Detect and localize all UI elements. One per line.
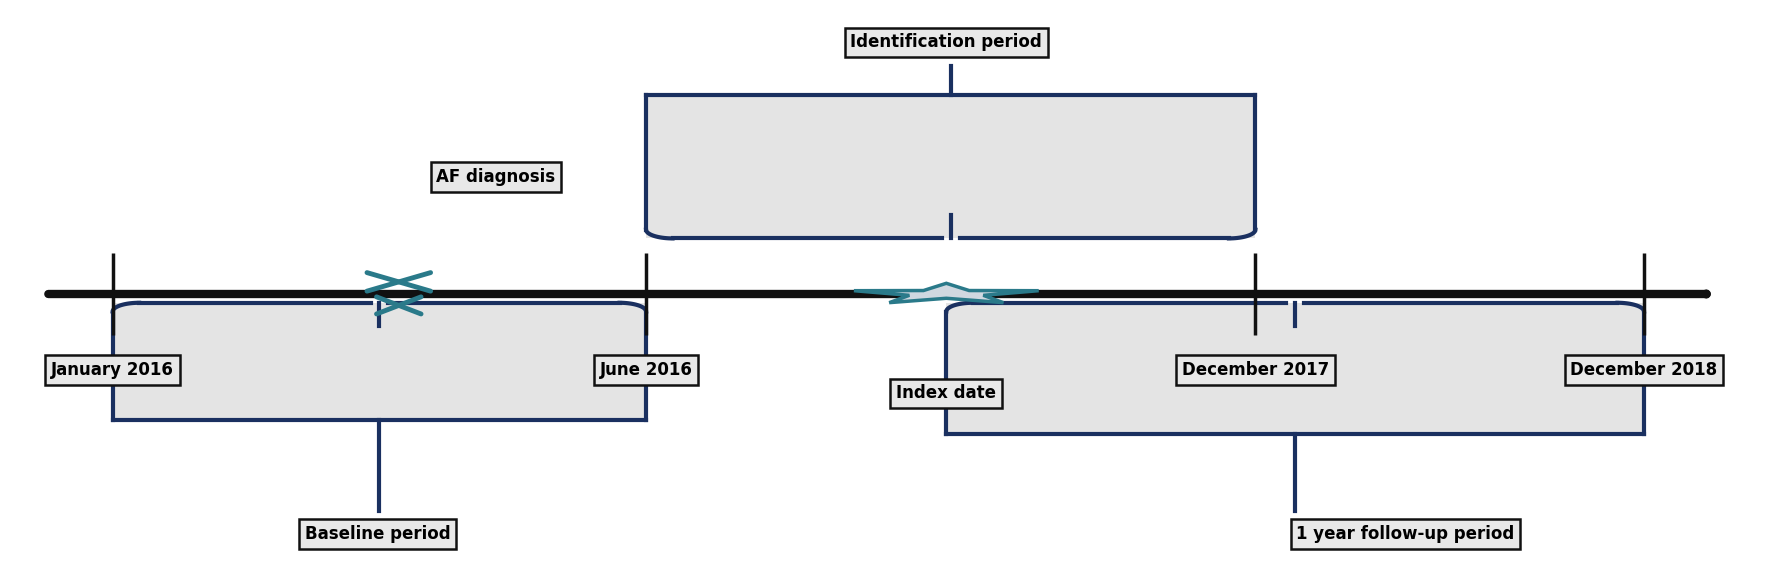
FancyBboxPatch shape — [646, 95, 1256, 238]
Text: 1 year follow-up period: 1 year follow-up period — [1297, 525, 1514, 543]
Text: Baseline period: Baseline period — [304, 525, 451, 543]
Text: June 2016: June 2016 — [600, 361, 692, 379]
Text: AF diagnosis: AF diagnosis — [437, 168, 555, 186]
FancyBboxPatch shape — [946, 303, 1643, 435]
FancyBboxPatch shape — [113, 303, 646, 420]
Text: January 2016: January 2016 — [51, 361, 173, 379]
Text: December 2017: December 2017 — [1182, 361, 1329, 379]
Polygon shape — [854, 283, 1038, 303]
Text: December 2018: December 2018 — [1571, 361, 1718, 379]
Text: Index date: Index date — [897, 385, 996, 403]
Text: Identification period: Identification period — [851, 34, 1042, 51]
